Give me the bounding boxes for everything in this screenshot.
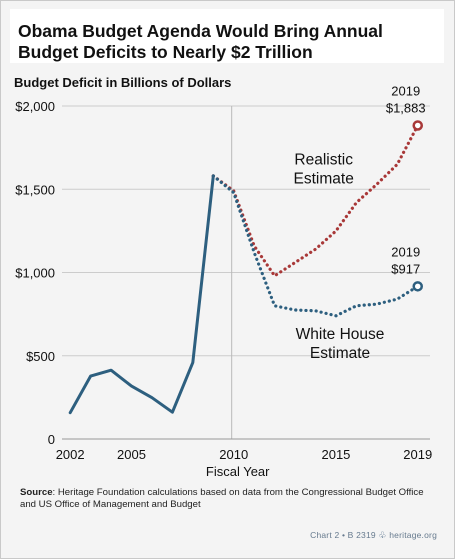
x-tick-label: 2015 xyxy=(321,447,350,462)
chart-title-line2: Budget Deficits to Nearly $2 Trillion xyxy=(18,42,313,62)
series-label-realistic: Estimate xyxy=(294,170,354,187)
series-label-white-house: White House xyxy=(296,326,385,343)
x-tick-label: 2005 xyxy=(117,447,146,462)
chart-title-line1: Obama Budget Agenda Would Bring Annual xyxy=(18,21,383,41)
chart-header: Obama Budget Agenda Would Bring Annual B… xyxy=(10,9,444,63)
source-text: : Heritage Foundation calculations based… xyxy=(20,487,424,510)
x-tick-label: 2010 xyxy=(219,447,248,462)
source-note: Source: Heritage Foundation calculations… xyxy=(20,487,440,511)
series-line-white-house xyxy=(211,174,420,318)
annotation-value: $1,883 xyxy=(386,100,426,115)
endpoint-marker-realistic xyxy=(412,120,423,131)
footer: Chart 2 • B 2319 ♧ heritage.org xyxy=(310,530,437,541)
series-label-realistic: Realistic xyxy=(294,151,353,168)
chart-title: Obama Budget Agenda Would Bring Annual B… xyxy=(18,21,438,63)
y-tick-label: $1,500 xyxy=(15,182,55,197)
annotation-year: 2019 xyxy=(391,83,420,98)
y-tick-label: $500 xyxy=(26,349,55,364)
heritage-bell-icon: ♧ xyxy=(378,530,387,540)
annotation-value: $917 xyxy=(391,261,420,276)
y-tick-label: $1,000 xyxy=(15,266,55,281)
source-label: Source xyxy=(20,487,53,498)
x-tick-label: 2019 xyxy=(403,447,432,462)
series-line-realistic xyxy=(211,123,420,278)
series-label-white-house: Estimate xyxy=(310,345,370,362)
annotation-year: 2019 xyxy=(391,244,420,259)
x-tick-label: 2002 xyxy=(56,447,85,462)
x-axis-title: Fiscal Year xyxy=(206,464,270,479)
chart-id: Chart 2 • B 2319 xyxy=(310,530,376,540)
series-line-history xyxy=(68,174,215,415)
site-name: heritage.org xyxy=(389,530,437,540)
y-tick-label: $2,000 xyxy=(15,99,55,114)
y-tick-label: 0 xyxy=(48,432,55,447)
chart-subtitle: Budget Deficit in Billions of Dollars xyxy=(14,75,232,90)
endpoint-marker-white-house xyxy=(412,281,423,292)
